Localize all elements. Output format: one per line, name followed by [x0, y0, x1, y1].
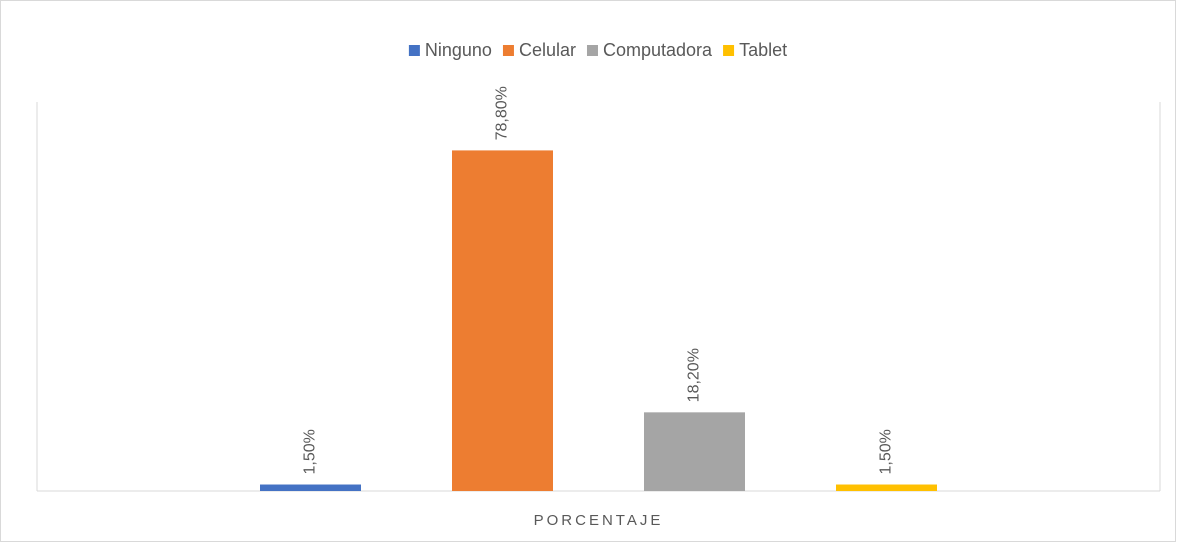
bar: [836, 484, 937, 491]
legend-swatch: [723, 45, 735, 56]
data-label: 1,50%: [302, 429, 319, 474]
legend-swatch: [502, 45, 514, 56]
legend-label: Celular: [519, 40, 576, 60]
data-label: 78,80%: [494, 86, 511, 140]
bar: [260, 484, 361, 491]
data-label: 18,20%: [686, 348, 703, 402]
legend-swatch: [586, 45, 598, 56]
legend-label: Ninguno: [425, 40, 492, 60]
legend-swatch: [408, 45, 420, 56]
legend-label: Computadora: [603, 40, 713, 60]
x-tick-label: PORCENTAJE: [534, 512, 664, 529]
data-label: 1,50%: [878, 429, 895, 474]
bar: [644, 412, 745, 491]
legend-label: Tablet: [739, 40, 787, 60]
bar: [452, 150, 553, 492]
